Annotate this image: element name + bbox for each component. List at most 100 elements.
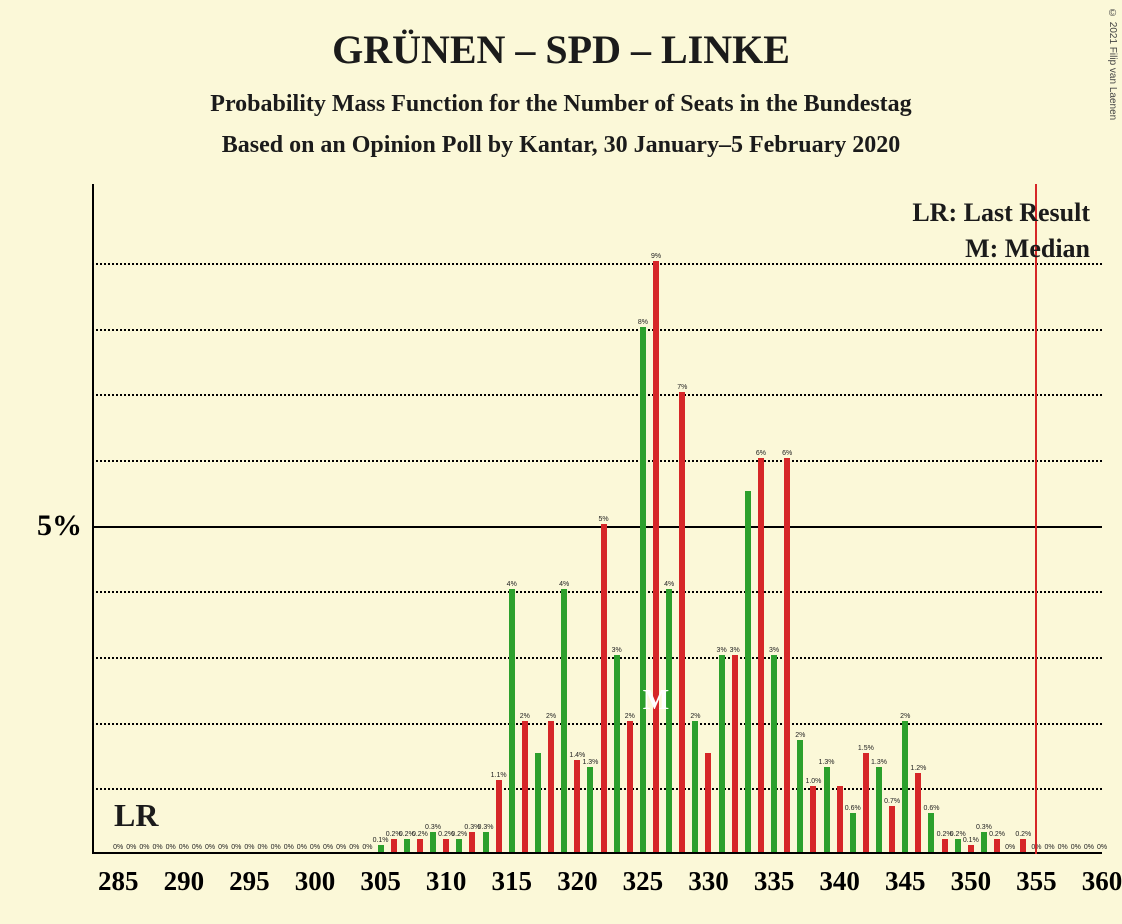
- bar-340: [837, 786, 843, 852]
- bar-label-324: 2%: [625, 713, 635, 720]
- last-result-line: [1035, 184, 1037, 854]
- bar-332: 3%: [732, 655, 738, 852]
- bar-label-350: 0.1%: [963, 837, 979, 844]
- bar-label-338: 1.0%: [805, 778, 821, 785]
- bar-324: 2%: [627, 721, 633, 852]
- bar-314: 1.1%: [496, 780, 502, 852]
- bar-label-302: 0%: [336, 844, 346, 851]
- bar-label-288: 0%: [153, 844, 163, 851]
- bar-label-331: 3%: [717, 647, 727, 654]
- bar-label-323: 3%: [612, 647, 622, 654]
- bar-307: 0.2%: [404, 839, 410, 852]
- bar-label-311: 0.2%: [451, 831, 467, 838]
- bar-label-325: 8%: [638, 319, 648, 326]
- gridline-3: [92, 657, 1102, 659]
- bar-label-334: 6%: [756, 450, 766, 457]
- bar-label-345: 2%: [900, 713, 910, 720]
- chart-title: GRÜNEN – SPD – LINKE: [0, 0, 1122, 73]
- gridline-7: [92, 394, 1102, 396]
- bar-321: 1.3%: [587, 767, 593, 852]
- x-tick-350: 350: [951, 854, 992, 897]
- bar-label-318: 2%: [546, 713, 556, 720]
- bar-label-327: 4%: [664, 581, 674, 588]
- bar-label-298: 0%: [284, 844, 294, 851]
- bar-336: 6%: [784, 458, 790, 852]
- bar-label-329: 2%: [690, 713, 700, 720]
- gridline-4: [92, 591, 1102, 593]
- gridline-2: [92, 723, 1102, 725]
- bar-347: 0.6%: [928, 813, 934, 852]
- bar-label-299: 0%: [297, 844, 307, 851]
- bar-label-343: 1.3%: [871, 759, 887, 766]
- y-axis: [92, 184, 94, 854]
- bar-339: 1.3%: [824, 767, 830, 852]
- bar-label-353: 0%: [1005, 844, 1015, 851]
- bar-label-342: 1.5%: [858, 745, 874, 752]
- bar-310: 0.2%: [443, 839, 449, 852]
- x-tick-305: 305: [360, 854, 401, 897]
- bar-333: [745, 491, 751, 852]
- chart-subtitle-1: Probability Mass Function for the Number…: [0, 73, 1122, 118]
- bar-label-297: 0%: [271, 844, 281, 851]
- gridline-9: [92, 263, 1102, 265]
- bar-label-322: 5%: [598, 516, 608, 523]
- bar-label-336: 6%: [782, 450, 792, 457]
- bar-label-314: 1.1%: [491, 772, 507, 779]
- x-tick-310: 310: [426, 854, 467, 897]
- bar-354: 0.2%: [1020, 839, 1026, 852]
- bar-328: 7%: [679, 392, 685, 852]
- bar-label-301: 0%: [323, 844, 333, 851]
- gridline-5: [92, 526, 1102, 528]
- bar-335: 3%: [771, 655, 777, 852]
- bar-label-316: 2%: [520, 713, 530, 720]
- bar-label-328: 7%: [677, 384, 687, 391]
- bar-label-304: 0%: [362, 844, 372, 851]
- plot-area: 0%0%0%0%0%0%0%0%0%0%0%0%0%0%0%0%0%0%0%0%…: [92, 184, 1102, 854]
- x-tick-330: 330: [688, 854, 729, 897]
- bar-label-291: 0%: [192, 844, 202, 851]
- bar-318: 2%: [548, 721, 554, 852]
- bar-312: 0.3%: [469, 832, 475, 852]
- bar-label-287: 0%: [139, 844, 149, 851]
- bar-label-313: 0.3%: [478, 824, 494, 831]
- bar-label-339: 1.3%: [819, 759, 835, 766]
- bar-325: 8%: [640, 327, 646, 852]
- bar-311: 0.2%: [456, 839, 462, 852]
- bar-326: 9%: [653, 261, 659, 852]
- bar-label-293: 0%: [218, 844, 228, 851]
- bar-315: 4%: [509, 589, 515, 852]
- bar-345: 2%: [902, 721, 908, 852]
- bar-313: 0.3%: [483, 832, 489, 852]
- bar-label-286: 0%: [126, 844, 136, 851]
- bar-label-359: 0%: [1084, 844, 1094, 851]
- bar-label-290: 0%: [179, 844, 189, 851]
- bar-label-305: 0.1%: [373, 837, 389, 844]
- x-tick-290: 290: [164, 854, 205, 897]
- bar-label-300: 0%: [310, 844, 320, 851]
- bar-346: 1.2%: [915, 773, 921, 852]
- bar-322: 5%: [601, 524, 607, 852]
- bar-306: 0.2%: [391, 839, 397, 852]
- bar-label-360: 0%: [1097, 844, 1107, 851]
- bar-316: 2%: [522, 721, 528, 852]
- bar-label-356: 0%: [1044, 844, 1054, 851]
- bar-349: 0.2%: [955, 839, 961, 852]
- bar-327: 4%: [666, 589, 672, 852]
- copyright-text: © 2021 Filip van Laenen: [1107, 8, 1118, 120]
- bar-348: 0.2%: [942, 839, 948, 852]
- legend-m: M: Median: [965, 234, 1090, 264]
- bar-331: 3%: [719, 655, 725, 852]
- bar-label-303: 0%: [349, 844, 359, 851]
- bar-label-326: 9%: [651, 253, 661, 260]
- x-tick-355: 355: [1016, 854, 1057, 897]
- bar-350: 0.1%: [968, 845, 974, 852]
- bar-320: 1.4%: [574, 760, 580, 852]
- x-tick-285: 285: [98, 854, 139, 897]
- bar-label-285: 0%: [113, 844, 123, 851]
- bar-label-335: 3%: [769, 647, 779, 654]
- bar-341: 0.6%: [850, 813, 856, 852]
- x-tick-320: 320: [557, 854, 598, 897]
- bar-label-347: 0.6%: [923, 805, 939, 812]
- bar-label-319: 4%: [559, 581, 569, 588]
- x-tick-300: 300: [295, 854, 336, 897]
